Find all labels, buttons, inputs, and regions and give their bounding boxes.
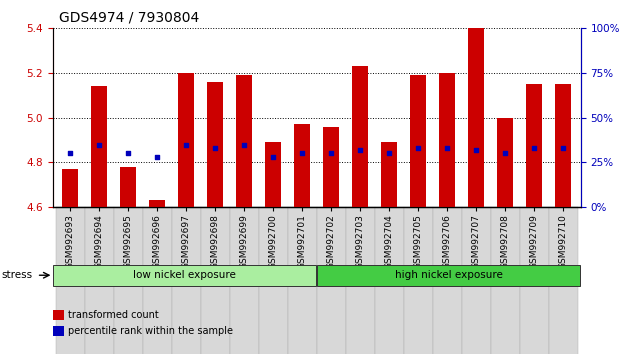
Text: stress: stress	[2, 270, 33, 280]
Point	[471, 147, 481, 153]
Point	[94, 142, 104, 147]
Point	[297, 151, 307, 156]
Point	[442, 145, 452, 151]
FancyBboxPatch shape	[259, 207, 288, 354]
FancyBboxPatch shape	[462, 207, 491, 354]
Bar	[294, 124, 310, 207]
Point	[413, 145, 423, 151]
Bar	[497, 118, 513, 207]
FancyBboxPatch shape	[53, 265, 316, 286]
Point	[558, 145, 568, 151]
Bar	[324, 127, 339, 207]
FancyBboxPatch shape	[433, 207, 462, 354]
Point	[529, 145, 539, 151]
Point	[152, 154, 162, 160]
Text: percentile rank within the sample: percentile rank within the sample	[68, 326, 233, 336]
Bar	[555, 84, 571, 207]
Bar	[91, 86, 107, 207]
FancyBboxPatch shape	[346, 207, 374, 354]
Bar	[352, 66, 368, 207]
Bar	[53, 310, 65, 320]
Bar	[120, 167, 136, 207]
Point	[268, 154, 278, 160]
Bar	[526, 84, 542, 207]
Bar	[439, 73, 455, 207]
FancyBboxPatch shape	[404, 207, 433, 354]
Text: high nickel exposure: high nickel exposure	[395, 270, 502, 280]
FancyBboxPatch shape	[143, 207, 171, 354]
Text: low nickel exposure: low nickel exposure	[134, 270, 236, 280]
FancyBboxPatch shape	[201, 207, 230, 354]
FancyBboxPatch shape	[56, 207, 84, 354]
Point	[501, 151, 510, 156]
FancyBboxPatch shape	[549, 207, 578, 354]
FancyBboxPatch shape	[84, 207, 114, 354]
Bar	[178, 73, 194, 207]
FancyBboxPatch shape	[288, 207, 317, 354]
Text: transformed count: transformed count	[68, 310, 158, 320]
Bar	[381, 142, 397, 207]
Point	[355, 147, 365, 153]
Bar	[62, 169, 78, 207]
Text: GDS4974 / 7930804: GDS4974 / 7930804	[59, 11, 199, 25]
Bar	[468, 28, 484, 207]
Bar	[53, 326, 65, 336]
Point	[181, 142, 191, 147]
FancyBboxPatch shape	[114, 207, 143, 354]
Point	[65, 151, 75, 156]
FancyBboxPatch shape	[491, 207, 520, 354]
Bar	[265, 142, 281, 207]
FancyBboxPatch shape	[317, 265, 580, 286]
Point	[123, 151, 133, 156]
FancyBboxPatch shape	[374, 207, 404, 354]
Point	[211, 145, 220, 151]
Bar	[149, 200, 165, 207]
FancyBboxPatch shape	[171, 207, 201, 354]
Bar	[410, 75, 426, 207]
FancyBboxPatch shape	[230, 207, 259, 354]
Bar	[236, 75, 252, 207]
FancyBboxPatch shape	[520, 207, 549, 354]
Point	[239, 142, 249, 147]
Bar	[207, 82, 223, 207]
Point	[326, 151, 336, 156]
Point	[384, 151, 394, 156]
FancyBboxPatch shape	[317, 207, 346, 354]
